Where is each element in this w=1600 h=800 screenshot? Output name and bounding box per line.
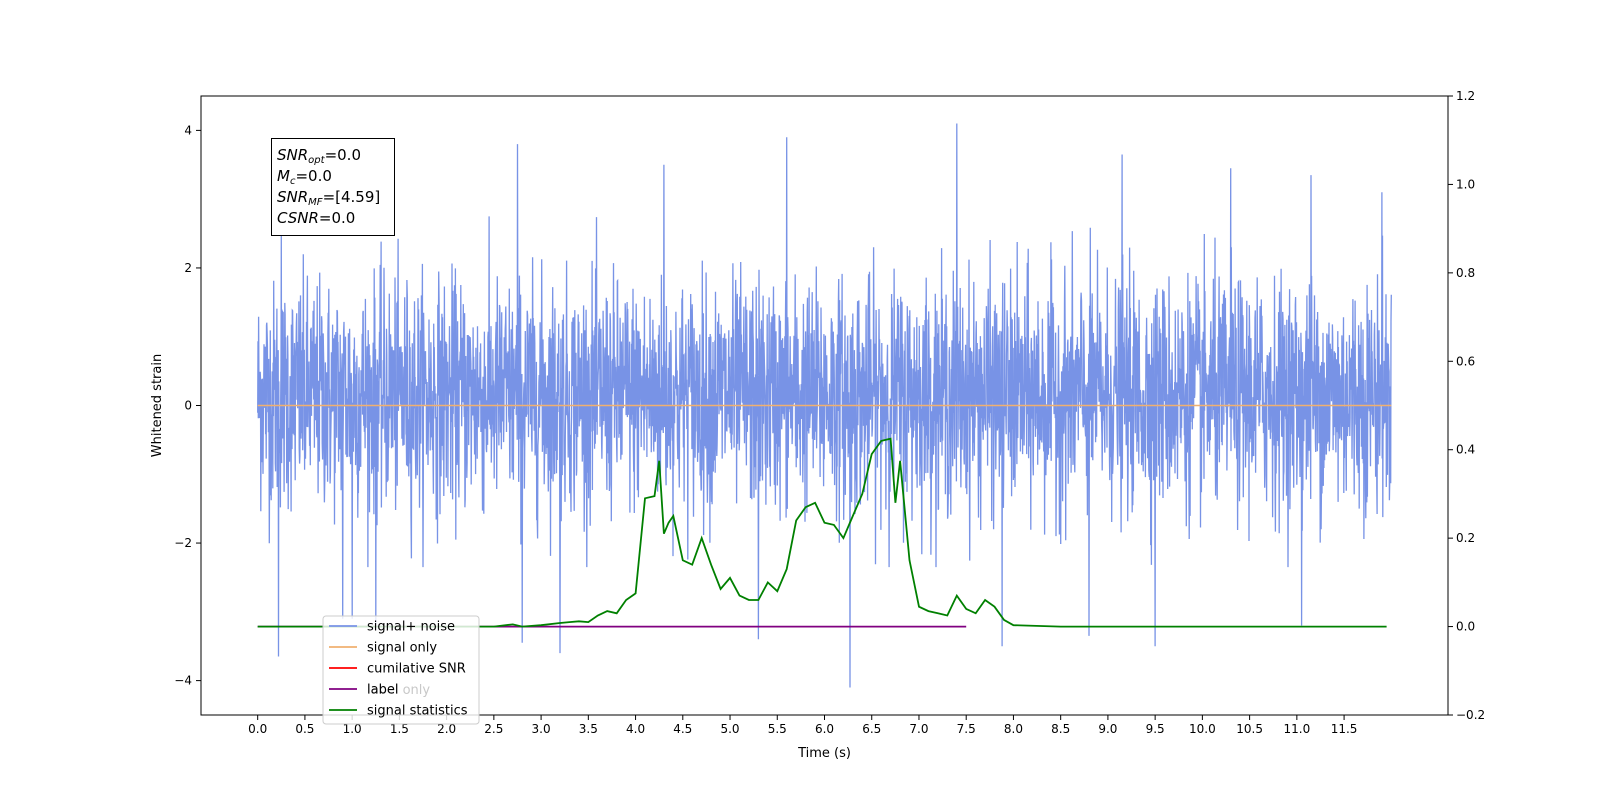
info-line-snr-opt: SNRopt=0.0 — [277, 146, 361, 166]
x-tick-label: 5.5 — [768, 722, 787, 736]
y2-tick-label: 0.2 — [1456, 531, 1475, 545]
y-tick-label: 4 — [184, 123, 192, 137]
x-tick-label: 9.0 — [1098, 722, 1117, 736]
legend-label: label — [367, 683, 398, 698]
info-line-snr-mf: SNRMF=[4.59] — [277, 188, 381, 208]
legend-label: cumilative SNR — [367, 662, 466, 677]
x-tick-label: 6.5 — [862, 722, 881, 736]
x-tick-label: 5.0 — [720, 722, 739, 736]
legend-ghost-text: label only — [367, 683, 430, 698]
x-tick-label: 11.5 — [1331, 722, 1358, 736]
info-line-mc: Mc=0.0 — [277, 167, 332, 187]
info-box: SNRopt=0.0 Mc=0.0 SNRMF=[4.59] CSNR=0.0 — [271, 138, 395, 236]
x-tick-label: 2.5 — [484, 722, 503, 736]
axes: 0.0 0.5 1.0 1.5 2.0 2.5 3.0 3.5 4.0 4.5 5.0 5.5 6.0 6… — [150, 89, 1485, 761]
y-tick-label: 2 — [184, 261, 192, 275]
y2-tick-label: 0.0 — [1456, 620, 1475, 634]
y2-tick-label: 0.6 — [1456, 354, 1475, 368]
legend-item-signal-only: signal only — [329, 641, 437, 656]
x-tick-label: 6.0 — [815, 722, 834, 736]
plot-area — [257, 123, 1392, 688]
x-tick-label: 9.5 — [1146, 722, 1165, 736]
legend-label: signal+ noise — [367, 620, 455, 635]
y2-tick-label: 1.2 — [1456, 89, 1475, 103]
x-tick-label: 4.0 — [626, 722, 645, 736]
y2-tick-label: 1.0 — [1456, 177, 1475, 191]
legend-label: signal statistics — [367, 704, 468, 719]
y-tick-label: 0 — [184, 399, 192, 413]
legend-label: signal only — [367, 641, 437, 656]
x-tick-label: 1.0 — [343, 722, 362, 736]
x-tick-label: 3.0 — [532, 722, 551, 736]
y-tick-label: −2 — [174, 536, 192, 550]
legend: label only signal+ noise signal only cumila… — [322, 615, 480, 725]
series-signal-noise — [257, 123, 1392, 688]
x-tick-label: 11.0 — [1283, 722, 1310, 736]
x-tick-label: 8.5 — [1051, 722, 1070, 736]
y-tick-label: −4 — [174, 674, 192, 688]
series-signal-statistics — [257, 437, 1387, 628]
x-tick-label: 1.5 — [390, 722, 409, 736]
legend-box — [322, 615, 480, 725]
x-tick-label: 7.0 — [909, 722, 928, 736]
x-tick-label: 0.0 — [248, 722, 267, 736]
x-tick-label: 10.0 — [1189, 722, 1216, 736]
info-line-csnr: CSNR=0.0 — [277, 209, 356, 227]
x-tick-label: 8.0 — [1004, 722, 1023, 736]
x-tick-label: 7.5 — [957, 722, 976, 736]
x-tick-label: 4.5 — [673, 722, 692, 736]
legend-item-label: label — [329, 683, 398, 698]
x-tick-label: 10.5 — [1236, 722, 1263, 736]
x-tick-label: 0.5 — [295, 722, 314, 736]
y2-tick-label: −0.2 — [1456, 708, 1485, 722]
y-axis-label: Whitened strain — [150, 354, 165, 457]
y2-tick-label: 0.8 — [1456, 266, 1475, 280]
y2-tick-label: 0.4 — [1456, 443, 1475, 457]
legend-item-cumilative-snr: cumilative SNR — [329, 662, 466, 677]
x-axis-label: Time (s) — [797, 746, 851, 761]
x-tick-label: 2.0 — [437, 722, 456, 736]
legend-item-signal-noise: signal+ noise — [329, 620, 455, 635]
legend-item-signal-statistics: signal statistics — [329, 704, 468, 719]
x-tick-label: 3.5 — [579, 722, 598, 736]
